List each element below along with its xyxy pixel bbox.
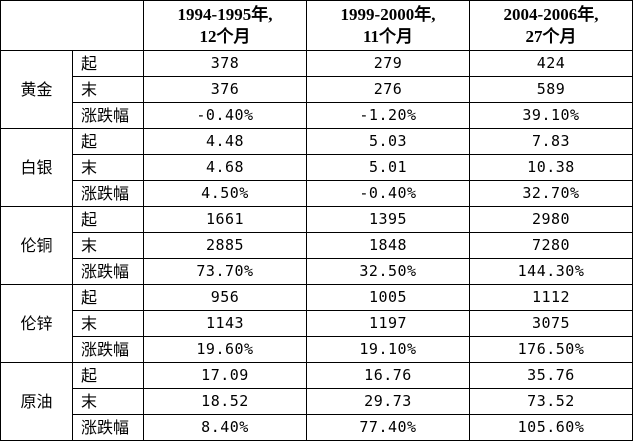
table-cell: 956: [143, 284, 307, 311]
table-row: 伦锌 起 956 1005 1112: [0, 284, 633, 363]
table-row: 末 2885 1848 7280: [1, 232, 633, 259]
table-row: 末 18.52 29.73 73.52: [1, 388, 633, 415]
table-row: 伦铜 起 1661 1395 2980: [0, 206, 633, 285]
column-header-period-2: 1999-2000年, 11个月: [306, 0, 470, 51]
metric-label: 末: [72, 388, 144, 415]
table-cell: 39.10%: [469, 102, 633, 129]
metric-label: 涨跌幅: [72, 336, 144, 363]
metric-label: 涨跌幅: [72, 180, 144, 207]
column-header-period-3: 2004-2006年, 27个月: [469, 0, 633, 51]
table-cell: -1.20%: [306, 102, 470, 129]
table-row: 涨跌幅 -0.40% -1.20% 39.10%: [1, 102, 633, 129]
table-cell: 77.40%: [306, 414, 470, 441]
table-cell: 7280: [469, 232, 633, 259]
table-cell: 5.01: [306, 154, 470, 181]
table-row: 黄金 起 378 279 424: [0, 50, 633, 129]
table-cell: 279: [306, 50, 470, 77]
table-cell: 105.60%: [469, 414, 633, 441]
column-header-duration: 12个月: [199, 26, 251, 46]
table-row: 末 1143 1197 3075: [1, 310, 633, 337]
table-cell: 176.50%: [469, 336, 633, 363]
metric-label: 起: [72, 284, 144, 311]
table-row: 涨跌幅 19.60% 19.10% 176.50%: [1, 336, 633, 363]
table-cell: 376: [143, 76, 307, 103]
table-cell: 2980: [469, 206, 633, 233]
metric-label: 涨跌幅: [72, 258, 144, 285]
commodity-name-zinc: 伦锌: [0, 284, 73, 363]
table-cell: 18.52: [143, 388, 307, 415]
table-cell: 1112: [469, 284, 633, 311]
table-cell: 1661: [143, 206, 307, 233]
table-row: 涨跌幅 73.70% 32.50% 144.30%: [1, 258, 633, 285]
table-cell: 29.73: [306, 388, 470, 415]
column-header-period-1: 1994-1995年, 12个月: [143, 0, 307, 51]
corner-cell: [0, 0, 144, 51]
table-cell: 4.48: [143, 128, 307, 155]
table-cell: -0.40%: [143, 102, 307, 129]
commodity-name-crude-oil: 原油: [0, 362, 73, 441]
table-cell: 1848: [306, 232, 470, 259]
table-cell: 1395: [306, 206, 470, 233]
table-cell: 4.68: [143, 154, 307, 181]
table-row: 末 4.68 5.01 10.38: [1, 154, 633, 181]
column-header-range: 2004-2006年,: [503, 4, 599, 24]
table-row: 末 376 276 589: [1, 76, 633, 103]
table-cell: 5.03: [306, 128, 470, 155]
metric-label: 起: [72, 362, 144, 389]
table-cell: 378: [143, 50, 307, 77]
commodity-name-silver: 白银: [0, 128, 73, 207]
table-cell: 17.09: [143, 362, 307, 389]
commodity-name-gold: 黄金: [0, 50, 73, 129]
metric-label: 末: [72, 154, 144, 181]
table-cell: 32.50%: [306, 258, 470, 285]
commodity-name-copper: 伦铜: [0, 206, 73, 285]
column-header-duration: 11个月: [362, 26, 414, 46]
table-row: 涨跌幅 4.50% -0.40% 32.70%: [1, 180, 633, 207]
table-row: 白银 起 4.48 5.03 7.83: [0, 128, 633, 207]
table-cell: 73.70%: [143, 258, 307, 285]
table-cell: 8.40%: [143, 414, 307, 441]
table-row: 原油 起 17.09 16.76 35.76: [0, 362, 633, 441]
column-header-range: 1994-1995年,: [177, 4, 273, 24]
table-cell: 19.60%: [143, 336, 307, 363]
column-header-range: 1999-2000年,: [340, 4, 436, 24]
metric-label: 末: [72, 310, 144, 337]
column-header-duration: 27个月: [525, 26, 577, 46]
metric-label: 末: [72, 232, 144, 259]
metric-label: 末: [72, 76, 144, 103]
table-cell: 35.76: [469, 362, 633, 389]
table-cell: -0.40%: [306, 180, 470, 207]
table-cell: 32.70%: [469, 180, 633, 207]
table-cell: 424: [469, 50, 633, 77]
metric-label: 起: [72, 50, 144, 77]
metric-label: 涨跌幅: [72, 102, 144, 129]
table-cell: 1143: [143, 310, 307, 337]
table-cell: 1197: [306, 310, 470, 337]
table-cell: 73.52: [469, 388, 633, 415]
table-cell: 3075: [469, 310, 633, 337]
table-cell: 19.10%: [306, 336, 470, 363]
header-row: 1994-1995年, 12个月 1999-2000年, 11个月 2004-2…: [0, 0, 633, 51]
table-cell: 4.50%: [143, 180, 307, 207]
table-cell: 10.38: [469, 154, 633, 181]
table-cell: 276: [306, 76, 470, 103]
table-cell: 7.83: [469, 128, 633, 155]
metric-label: 起: [72, 128, 144, 155]
table-cell: 144.30%: [469, 258, 633, 285]
table-cell: 589: [469, 76, 633, 103]
table-cell: 16.76: [306, 362, 470, 389]
table-cell: 1005: [306, 284, 470, 311]
metric-label: 起: [72, 206, 144, 233]
table-row: 涨跌幅 8.40% 77.40% 105.60%: [1, 414, 633, 441]
metric-label: 涨跌幅: [72, 414, 144, 441]
table-cell: 2885: [143, 232, 307, 259]
